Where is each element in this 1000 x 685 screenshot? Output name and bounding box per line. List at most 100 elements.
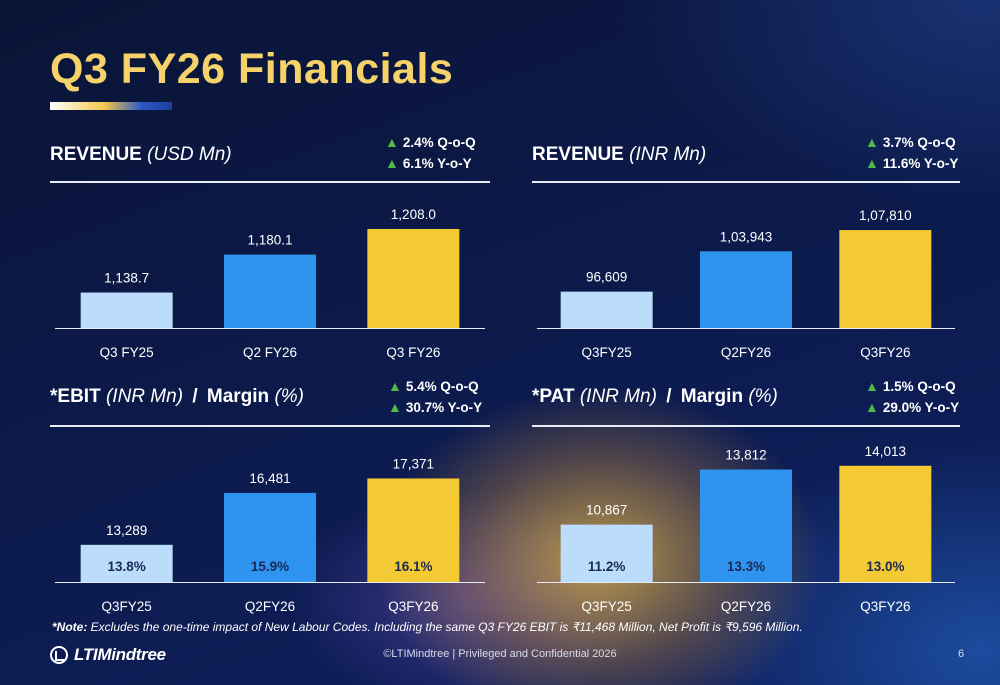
heading-unit-2: (%) xyxy=(274,386,304,407)
growth-yoy: ▲ 30.7% Y-o-Y xyxy=(388,399,483,415)
x-tick-label: Q3FY25 xyxy=(582,599,632,614)
x-tick-label: Q3FY25 xyxy=(582,345,632,360)
panel-pat: *PAT (INR Mn) / Margin (%) ▲ 1.5% Q-o-Q ▲… xyxy=(532,378,960,617)
x-tick-label: Q2FY26 xyxy=(721,599,771,614)
growth-box: ▲ 2.4% Q-o-Q ▲ 6.1% Y-o-Y xyxy=(385,132,476,174)
heading-main: REVENUE xyxy=(50,144,142,165)
data-label: 13,289 xyxy=(106,523,147,538)
panel-heading: *EBIT (INR Mn) / Margin (%) xyxy=(50,386,304,408)
bar-chart-ebit: 13,289 13.8% Q3FY25 16,481 15.9% Q2FY26 17,371… xyxy=(50,432,490,617)
up-triangle-icon: ▲ xyxy=(385,134,399,150)
growth-yoy: ▲ 29.0% Y-o-Y xyxy=(865,399,960,415)
bar xyxy=(80,544,173,582)
panel-heading: REVENUE (USD Mn) xyxy=(50,144,232,166)
bar xyxy=(560,291,653,328)
bar-chart-pat: 10,867 11.2% Q3FY25 13,812 13.3% Q2FY26 14,013… xyxy=(532,432,960,617)
up-triangle-icon: ▲ xyxy=(388,399,402,415)
bar xyxy=(224,254,316,328)
heading-separator: / xyxy=(192,386,198,407)
heading-rule xyxy=(532,425,960,427)
chart-svg: 1,138.7 Q3 FY25 1,180.1 Q2 FY26 1,208.0 Q3 FY… xyxy=(55,207,485,360)
footnote: *Note: Excludes the one-time impact of N… xyxy=(52,620,803,634)
x-tick-label: Q3 FY26 xyxy=(386,345,440,360)
bar-chart-revenue-usd: 1,138.7 Q3 FY25 1,180.1 Q2 FY26 1,208.0 Q3 FY… xyxy=(50,198,490,363)
data-label: 1,03,943 xyxy=(720,229,773,244)
growth-qoq: ▲ 5.4% Q-o-Q xyxy=(388,378,479,394)
data-label: 1,07,810 xyxy=(859,208,912,223)
heading-main-2: Margin xyxy=(680,386,744,407)
data-label: 1,180.1 xyxy=(247,233,292,248)
heading-separator: / xyxy=(666,386,672,407)
up-triangle-icon: ▲ xyxy=(865,155,879,171)
heading-main: REVENUE xyxy=(532,144,624,165)
x-tick-label: Q3FY25 xyxy=(102,599,152,614)
panel-revenue-inr: REVENUE (INR Mn) ▲ 3.7% Q-o-Q ▲ 11.6% Y-o-… xyxy=(532,134,960,363)
bar xyxy=(839,230,932,328)
bar xyxy=(367,478,460,582)
growth-box: ▲ 3.7% Q-o-Q ▲ 11.6% Y-o-Y xyxy=(865,132,958,174)
heading-rule xyxy=(532,181,960,183)
margin-label: 13.0% xyxy=(866,559,904,574)
data-label: 96,609 xyxy=(586,270,627,285)
growth-box: ▲ 1.5% Q-o-Q ▲ 29.0% Y-o-Y xyxy=(865,376,959,418)
data-label: 14,013 xyxy=(865,444,906,459)
margin-label: 13.3% xyxy=(727,559,765,574)
margin-label: 15.9% xyxy=(251,559,289,574)
heading-main-2: Margin xyxy=(206,386,270,407)
heading-rule xyxy=(50,425,490,427)
data-label: 10,867 xyxy=(586,503,627,518)
heading-main: *EBIT xyxy=(50,386,101,407)
bar xyxy=(80,292,173,328)
up-triangle-icon: ▲ xyxy=(388,378,402,394)
bar xyxy=(367,229,460,328)
panel-heading: REVENUE (INR Mn) xyxy=(532,144,706,166)
up-triangle-icon: ▲ xyxy=(385,155,399,171)
title-underline xyxy=(50,102,172,110)
growth-yoy: ▲ 6.1% Y-o-Y xyxy=(385,155,472,171)
heading-unit: (USD Mn) xyxy=(147,144,232,165)
bar xyxy=(700,469,792,582)
heading-unit: (INR Mn) xyxy=(629,144,707,165)
heading-rule xyxy=(50,181,490,183)
data-label: 1,208.0 xyxy=(391,207,436,222)
chart-svg: 13,289 13.8% Q3FY25 16,481 15.9% Q2FY26 17,371… xyxy=(55,456,485,614)
margin-label: 13.8% xyxy=(108,559,146,574)
footnote-label: *Note: xyxy=(52,620,88,634)
margin-label: 11.2% xyxy=(588,559,626,574)
bar xyxy=(700,251,792,328)
growth-qoq: ▲ 3.7% Q-o-Q xyxy=(865,134,956,150)
heading-unit: (INR Mn) xyxy=(579,386,657,407)
data-label: 1,138.7 xyxy=(104,271,149,286)
x-tick-label: Q3FY26 xyxy=(860,345,910,360)
up-triangle-icon: ▲ xyxy=(865,134,879,150)
x-tick-label: Q3FY26 xyxy=(860,599,910,614)
heading-main: *PAT xyxy=(532,386,575,407)
footnote-text: Excludes the one-time impact of New Labo… xyxy=(87,620,803,634)
growth-qoq: ▲ 1.5% Q-o-Q xyxy=(865,378,956,394)
heading-unit: (INR Mn) xyxy=(105,386,184,407)
page-number: 6 xyxy=(958,648,965,660)
up-triangle-icon: ▲ xyxy=(865,378,879,394)
up-triangle-icon: ▲ xyxy=(865,399,879,415)
data-label: 13,812 xyxy=(725,448,766,463)
logo-mark-icon xyxy=(50,646,68,664)
x-tick-label: Q3FY26 xyxy=(388,599,438,614)
growth-yoy: ▲ 11.6% Y-o-Y xyxy=(865,155,959,171)
page-title: Q3 FY26 Financials xyxy=(50,45,454,93)
margin-label: 16.1% xyxy=(394,559,432,574)
bar xyxy=(839,465,932,582)
growth-qoq: ▲ 2.4% Q-o-Q xyxy=(385,134,476,150)
bar-chart-revenue-inr: 96,609 Q3FY25 1,03,943 Q2FY26 1,07,810 Q3FY26 xyxy=(532,198,960,363)
heading-unit-2: (%) xyxy=(748,386,778,407)
x-tick-label: Q2FY26 xyxy=(245,599,295,614)
x-tick-label: Q2FY26 xyxy=(721,345,771,360)
bar xyxy=(224,492,316,582)
bar xyxy=(560,524,653,582)
panel-ebit: *EBIT (INR Mn) / Margin (%) ▲ 5.4% Q-o-Q … xyxy=(50,378,490,617)
x-tick-label: Q3 FY25 xyxy=(100,345,154,360)
data-label: 17,371 xyxy=(393,456,434,471)
growth-box: ▲ 5.4% Q-o-Q ▲ 30.7% Y-o-Y xyxy=(388,376,482,418)
x-tick-label: Q2 FY26 xyxy=(243,345,297,360)
panel-revenue-usd: REVENUE (USD Mn) ▲ 2.4% Q-o-Q ▲ 6.1% Y-o-Y… xyxy=(50,134,490,363)
data-label: 16,481 xyxy=(249,471,290,486)
